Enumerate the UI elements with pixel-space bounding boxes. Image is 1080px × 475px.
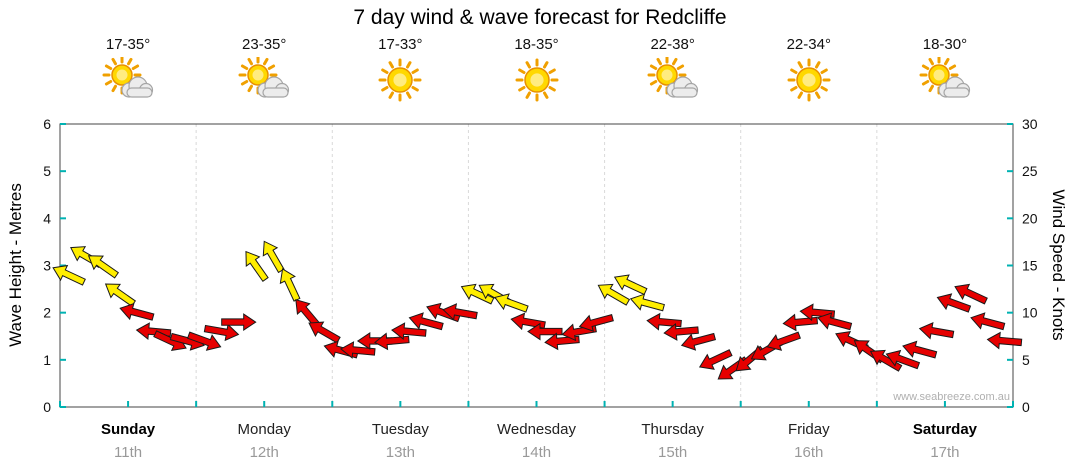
- wind-arrow: [221, 313, 257, 332]
- day-column-tuesday: 17-33°: [355, 36, 445, 103]
- plot-border: [59, 123, 1014, 408]
- right-axis-tick-label: 10: [1022, 305, 1038, 321]
- wind-arrow: [295, 298, 321, 329]
- wind-arrow: [339, 341, 376, 359]
- wind-arrow: [766, 331, 801, 351]
- day-name-label: Wednesday: [497, 421, 576, 438]
- temperature-range: 18-35°: [514, 36, 559, 53]
- wind-arrow: [970, 312, 1006, 331]
- left-axis-tick-label: 2: [43, 305, 51, 321]
- sun-icon: [511, 57, 563, 103]
- wind-arrow: [885, 349, 921, 370]
- wind-arrow: [442, 303, 478, 321]
- wind-arrow: [698, 349, 733, 370]
- day-name-label: Friday: [787, 421, 830, 438]
- day-date-label: 15th: [658, 444, 688, 461]
- temperature-range: 17-33°: [378, 36, 423, 53]
- day-date-label: 13th: [385, 444, 415, 461]
- wind-arrow: [680, 332, 717, 351]
- right-axis-tick-label: 5: [1022, 352, 1030, 368]
- left-axis-tick-label: 5: [43, 163, 51, 179]
- wind-arrow: [279, 268, 301, 302]
- sun-icon: [374, 57, 426, 103]
- right-axis-tick-label: 20: [1022, 210, 1038, 226]
- wind-arrow: [52, 264, 86, 286]
- wind-arrow: [817, 312, 853, 331]
- day-name-label: Tuesday: [371, 421, 429, 438]
- sun-cloud-icon: [647, 55, 699, 103]
- wind-arrow: [203, 323, 240, 342]
- day-date-label: 11th: [114, 444, 143, 461]
- wind-arrow: [629, 293, 665, 312]
- wind-arrow: [954, 283, 988, 305]
- right-axis-tick-label: 15: [1022, 258, 1038, 274]
- left-axis-tick-label: 3: [43, 258, 51, 274]
- wind-arrow: [245, 250, 269, 282]
- wind-arrow: [597, 283, 631, 306]
- wind-arrow: [578, 313, 614, 332]
- chart-title: 7 day wind & wave forecast for Redcliffe: [353, 6, 727, 29]
- left-axis-tick-label: 6: [43, 116, 51, 132]
- wind-arrow: [87, 255, 120, 279]
- wind-arrow: [308, 321, 341, 344]
- day-column-monday: 23-35°: [219, 36, 309, 103]
- wind-arrow: [494, 293, 529, 313]
- day-column-thursday: 22-38°: [628, 36, 718, 103]
- left-axis-tick-label: 1: [43, 352, 51, 368]
- wind-arrow: [918, 321, 955, 340]
- left-axis-tick-label: 4: [43, 210, 51, 226]
- wind-arrow: [527, 322, 563, 341]
- wind-arrow: [869, 349, 903, 372]
- wind-arrow: [936, 293, 972, 313]
- right-axis-title: Wind Speed - Knots: [1049, 189, 1068, 341]
- day-date-label: 17th: [930, 444, 960, 461]
- temperature-range: 22-34°: [786, 36, 831, 53]
- wind-arrow: [663, 323, 699, 341]
- wind-arrow: [902, 340, 938, 359]
- wind-arrow: [262, 240, 285, 274]
- sun-icon: [783, 57, 835, 103]
- day-date-label: 14th: [521, 444, 552, 461]
- wind-arrow: [986, 331, 1023, 350]
- day-name-label: Sunday: [100, 421, 156, 438]
- wind-arrow: [613, 274, 648, 296]
- watermark: www.seabreeze.com.au: [893, 391, 1010, 403]
- day-date-label: 16th: [794, 444, 824, 461]
- right-axis-tick-label: 0: [1022, 399, 1030, 415]
- temperature-range: 18-30°: [922, 36, 968, 53]
- wind-arrow: [408, 312, 444, 331]
- sun-cloud-icon: [919, 55, 971, 103]
- left-axis-title: Wave Height - Metres: [6, 183, 25, 347]
- day-column-sunday: 17-35°: [83, 36, 173, 103]
- sun-cloud-icon: [238, 55, 290, 103]
- day-name-label: Thursday: [641, 421, 704, 438]
- right-axis-tick-label: 30: [1022, 116, 1038, 132]
- wind-arrow: [104, 283, 137, 307]
- day-column-wednesday: 18-35°: [492, 36, 582, 103]
- left-axis-tick-label: 0: [43, 399, 51, 415]
- sun-cloud-icon: [102, 55, 154, 103]
- wind-arrow: [119, 302, 155, 321]
- temperature-range: 23-35°: [242, 36, 287, 53]
- day-column-friday: 22-34°: [764, 36, 854, 103]
- wind-arrow: [186, 331, 222, 351]
- temperature-range: 22-38°: [650, 36, 695, 53]
- wind-arrow: [391, 322, 427, 341]
- day-column-saturday: 18-30°: [900, 36, 990, 103]
- day-date-label: 12th: [249, 444, 279, 461]
- right-axis-tick-label: 25: [1022, 163, 1038, 179]
- day-name-label: Saturday: [912, 421, 978, 438]
- temperature-range: 17-35°: [105, 36, 151, 53]
- day-name-label: Monday: [237, 421, 291, 438]
